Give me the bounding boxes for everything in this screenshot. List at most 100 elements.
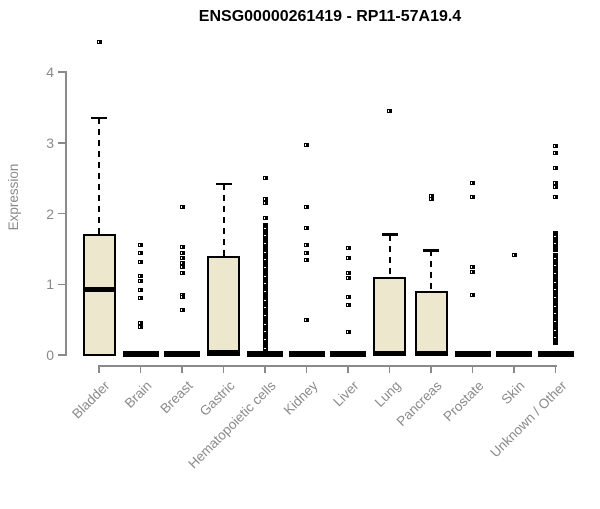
- outlier-band-unknown-other: [553, 231, 558, 253]
- y-axis-tick: [58, 283, 65, 285]
- outlier-point: [428, 197, 434, 202]
- flat-median-breast: [164, 351, 200, 357]
- x-axis-tick-lung: [388, 365, 391, 373]
- whisker-cap-pancreas: [423, 249, 439, 252]
- x-axis-tick-kidney: [305, 365, 308, 373]
- outlier-point: [179, 256, 185, 261]
- outlier-point: [470, 270, 475, 275]
- outlier-point: [179, 265, 185, 270]
- outlier-band-speck: [554, 273, 556, 275]
- outlier-band-speck: [554, 330, 556, 332]
- outlier-point: [138, 324, 143, 329]
- outlier-point: [179, 244, 185, 249]
- outlier-point: [304, 225, 309, 230]
- outlier-point: [345, 275, 351, 280]
- outlier-point: [470, 195, 475, 200]
- y-axis-tick: [58, 354, 65, 356]
- outlier-band-speck: [263, 338, 266, 340]
- whisker-cap-gastric: [215, 182, 232, 186]
- outlier-point: [304, 205, 309, 210]
- outlier-band-speck: [554, 306, 556, 308]
- box-lung: [373, 276, 406, 356]
- outlier-band-unknown-other: [553, 253, 558, 345]
- x-axis-tick-skin: [513, 365, 515, 373]
- outlier-point: [553, 151, 558, 156]
- outlier-point: [138, 274, 143, 279]
- box-gastric: [207, 255, 240, 356]
- box-bladder: [82, 233, 116, 356]
- outlier-band-speck: [263, 234, 266, 236]
- x-axis-tick-unknown-other: [554, 365, 557, 373]
- outlier-point: [138, 243, 143, 248]
- outlier-point: [138, 296, 143, 301]
- outlier-band-speck: [263, 275, 266, 277]
- outlier-point: [138, 321, 143, 326]
- y-axis-tick: [58, 71, 65, 73]
- x-axis-tick-brain: [139, 365, 142, 373]
- outlier-point: [262, 215, 268, 220]
- x-axis-tick-pancreas: [430, 365, 432, 373]
- outlier-band-speck: [554, 258, 556, 260]
- x-axis-tick-prostate: [471, 365, 474, 373]
- y-tick-label: 2: [46, 205, 54, 222]
- outlier-point: [179, 294, 185, 299]
- outlier-band-speck: [554, 282, 556, 284]
- flat-median-brain: [122, 351, 159, 357]
- outlier-band-speck: [554, 243, 556, 245]
- outlier-band-speck: [263, 299, 266, 301]
- outlier-band-hematopoietic-cells: [262, 222, 268, 353]
- outlier-band-speck: [554, 236, 556, 238]
- x-axis-tick-gastric: [222, 365, 225, 373]
- outlier-band-speck: [263, 347, 266, 349]
- outlier-point: [262, 196, 268, 201]
- outlier-band-speck: [554, 321, 556, 323]
- y-tick-label: 3: [46, 134, 54, 151]
- median-pancreas: [416, 350, 446, 356]
- outlier-point: [138, 259, 143, 264]
- outlier-band-speck: [263, 242, 266, 244]
- whisker-bladder: [98, 117, 100, 235]
- outlier-point: [304, 251, 309, 256]
- y-axis-tick: [58, 142, 65, 144]
- outlier-band-speck: [263, 323, 266, 325]
- outlier-point: [138, 251, 143, 256]
- outlier-point: [511, 253, 517, 258]
- x-axis-tick-breast: [181, 365, 183, 373]
- outlier-point: [345, 256, 351, 261]
- whisker-gastric: [222, 183, 225, 257]
- outlier-band-speck: [554, 265, 556, 267]
- outlier-point: [138, 278, 143, 283]
- y-axis-label: Expression: [6, 163, 21, 231]
- flat-median-kidney: [288, 351, 325, 357]
- y-tick-label: 0: [46, 347, 54, 363]
- x-axis-line: [97, 365, 557, 367]
- outlier-point: [345, 294, 351, 299]
- median-lung: [375, 350, 404, 356]
- x-axis-tick-bladder: [98, 365, 100, 373]
- x-axis-tick-liver: [347, 365, 349, 373]
- outlier-point: [345, 302, 351, 307]
- outlier-band-speck: [554, 313, 556, 315]
- box-pancreas: [414, 291, 448, 356]
- outlier-point: [262, 200, 268, 205]
- outlier-point: [553, 185, 558, 190]
- y-tick-label: 4: [46, 64, 54, 80]
- outlier-band-speck: [554, 289, 556, 291]
- outlier-point: [553, 195, 558, 200]
- outlier-point: [345, 329, 351, 334]
- median-gastric: [209, 350, 238, 356]
- outlier-point: [138, 287, 143, 292]
- flat-median-hematopoietic-cells: [247, 351, 283, 357]
- outlier-band-speck: [263, 314, 266, 316]
- outlier-band-speck: [263, 251, 266, 253]
- outlier-point: [304, 142, 309, 147]
- outlier-point: [179, 270, 185, 275]
- outlier-band-speck: [263, 282, 266, 284]
- outlier-point: [553, 181, 558, 186]
- outlier-band-speck: [263, 266, 266, 268]
- whisker-pancreas: [430, 250, 432, 293]
- flat-median-skin: [496, 351, 532, 357]
- y-axis-line: [65, 71, 67, 356]
- outlier-band-speck: [263, 290, 266, 292]
- outlier-point: [304, 318, 309, 323]
